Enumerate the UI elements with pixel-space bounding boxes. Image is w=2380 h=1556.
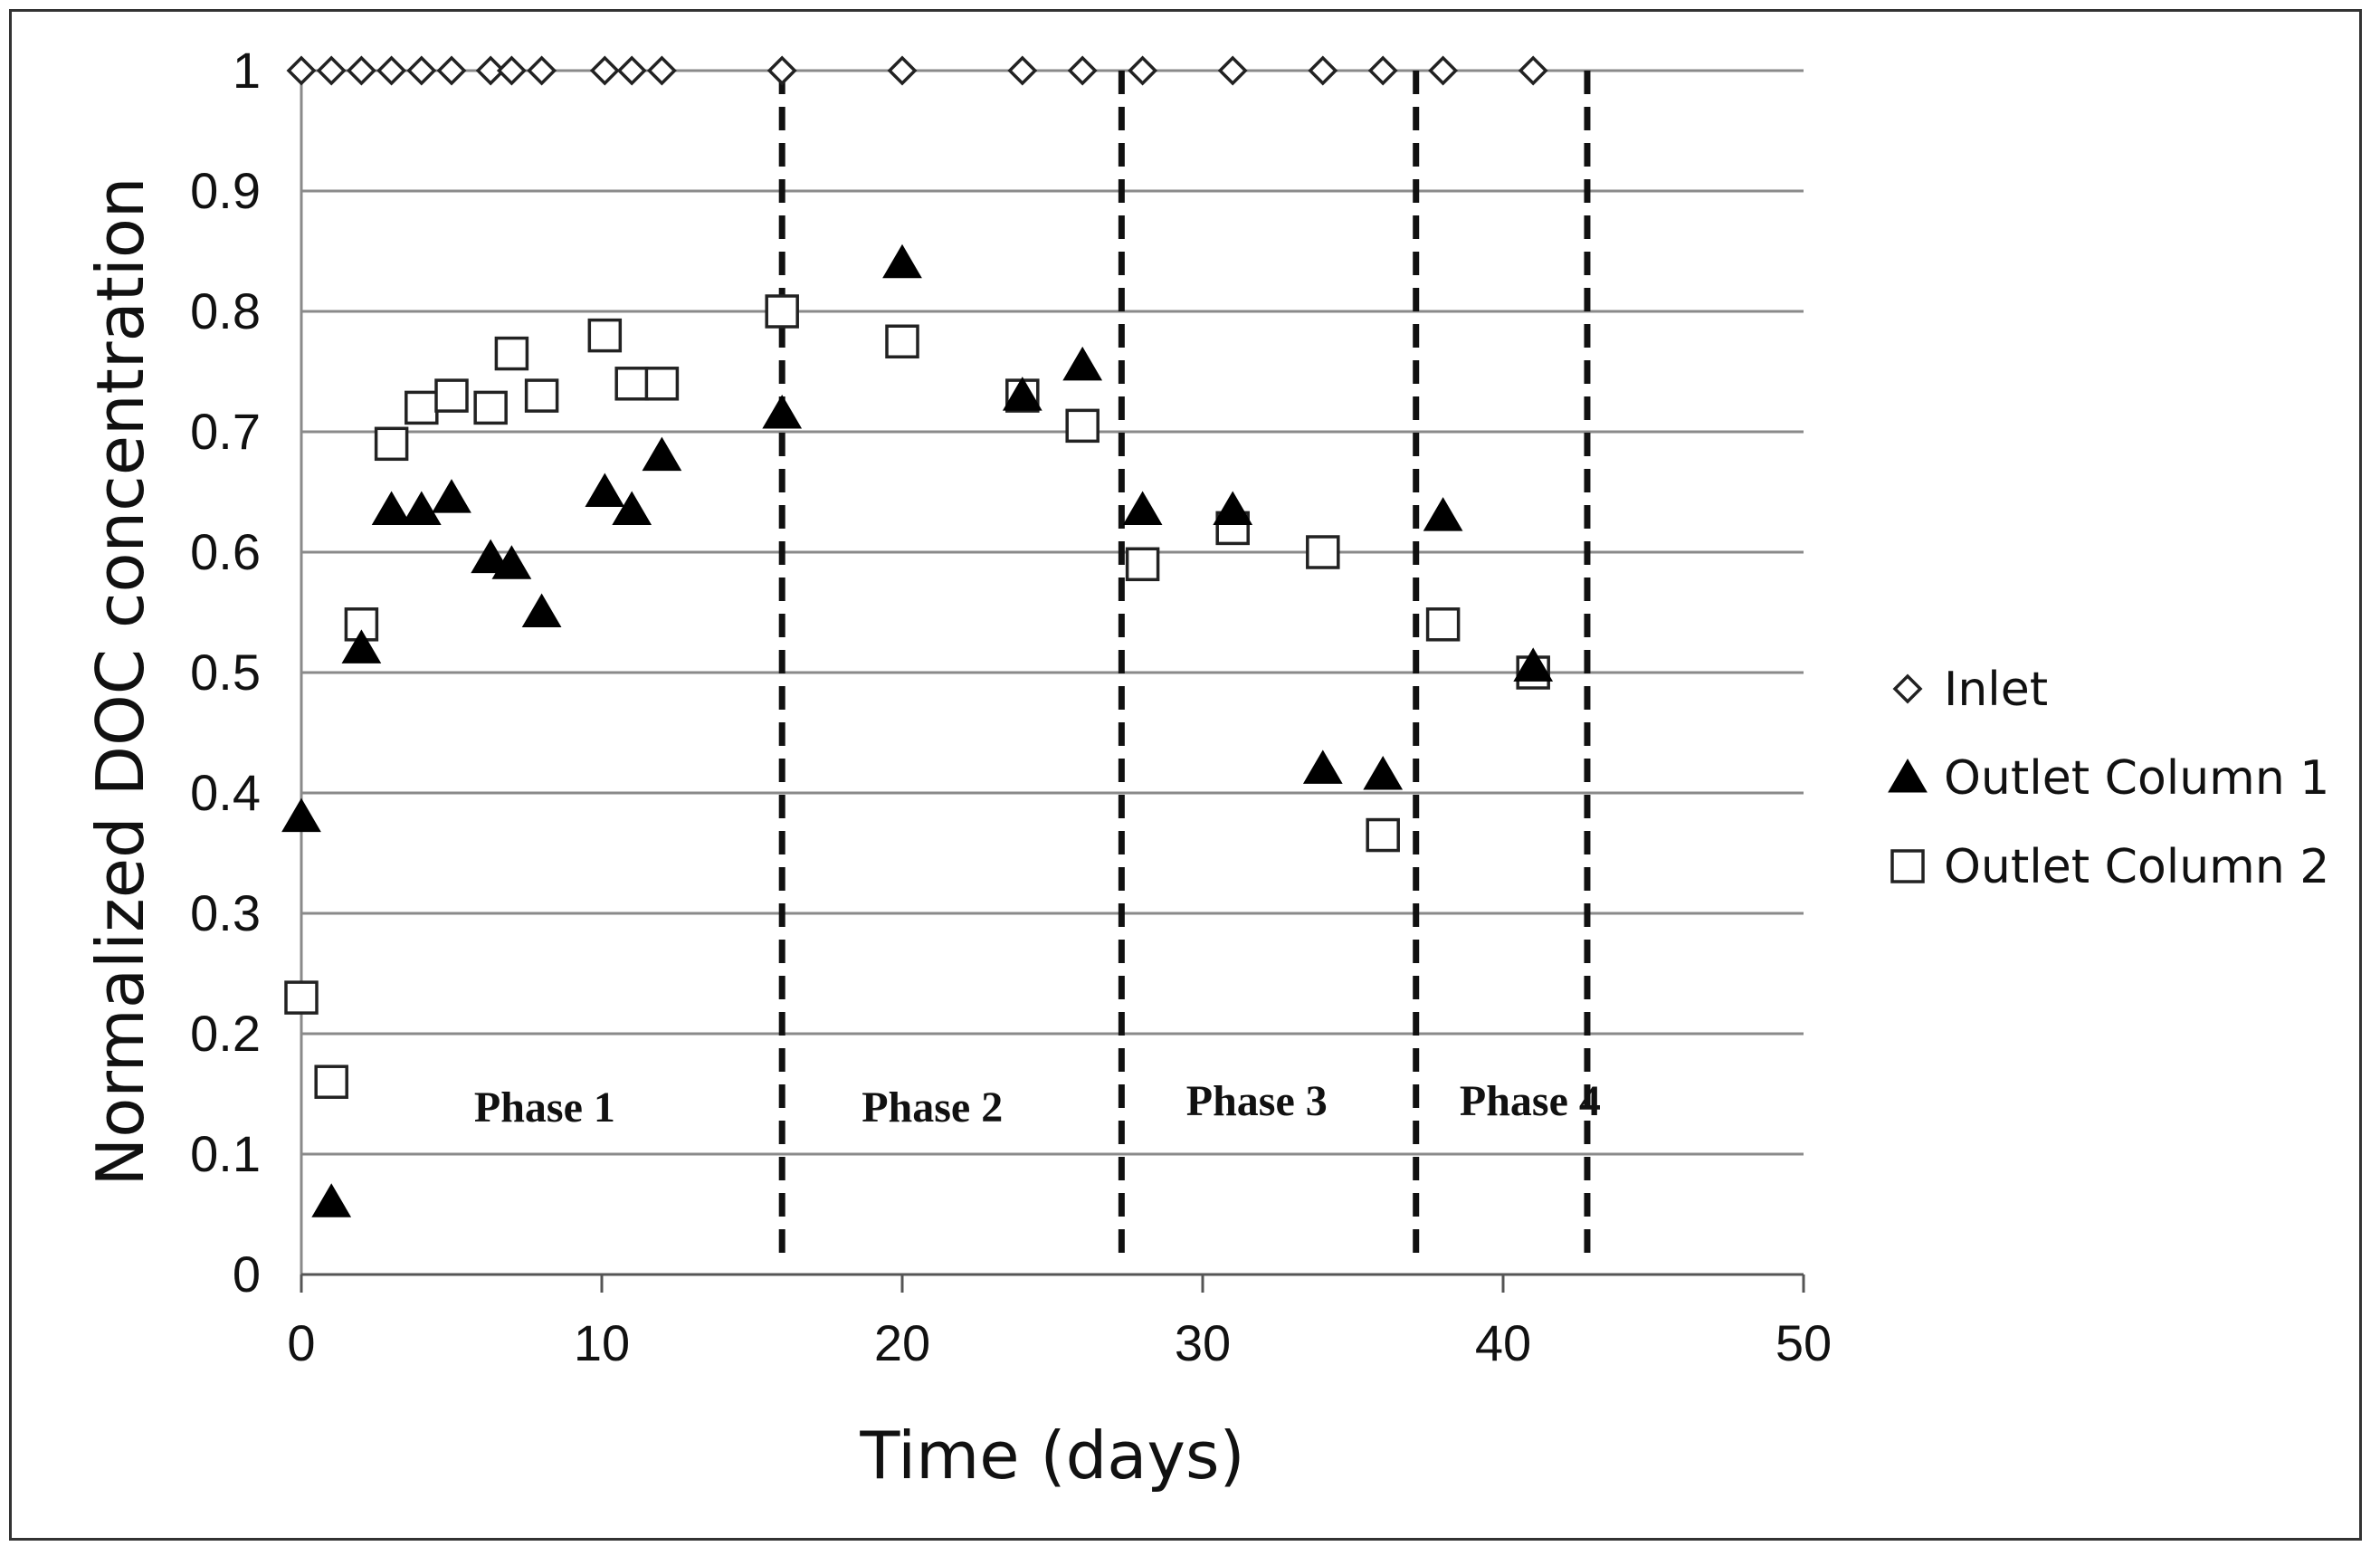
outlet-column-1-point: [341, 629, 382, 663]
chart-frame: 0 0.1 0.2 0.3 0.4 0.5 0.6 0.7 0.8 0.9 1 0 10 20 30 40 50…: [9, 9, 2362, 1541]
outlet-column-1-point: [882, 243, 922, 279]
scatter-chart: 00.10.20.30.40.50.60.70.80.910 10 20 30 40 50…: [82, 42, 2329, 1494]
outlet-column-1-point: [1363, 756, 1404, 790]
outlet-column-2-point: [1306, 535, 1340, 569]
outlet-column-1-point: [432, 479, 471, 513]
outlet-column-2-point: [885, 324, 919, 358]
legend: Inlet Outlet Column 1 Outlet Column 2: [1888, 663, 2329, 894]
outlet-column-2-point: [284, 980, 319, 1015]
inlet-point: [1367, 55, 1398, 86]
inlet-point: [589, 55, 620, 86]
y-tick-label: 0.8: [190, 282, 261, 339]
inlet-point: [376, 55, 407, 86]
outlet-column-2-point: [434, 378, 469, 413]
outlet-column-1-point: [281, 797, 321, 833]
inlet-point: [1217, 55, 1248, 86]
inlet-point: [1308, 55, 1338, 86]
outlet-column-1-point: [1213, 491, 1253, 525]
phase-label: Phase 3: [1186, 1077, 1328, 1125]
phase-layer: Phase 1 Phase 2 Phase 3 Phase 4: [474, 71, 1601, 1261]
legend-label: Outlet Column 1: [1944, 751, 2329, 806]
phase-label: Phase 4: [1460, 1077, 1601, 1125]
inlet-point: [646, 55, 677, 86]
y-tick-label: 0.3: [190, 884, 261, 941]
inlet-point: [1428, 55, 1459, 86]
y-tick-label: 1: [233, 42, 261, 99]
label-layer: Time (days) Normalized DOC concentration: [82, 177, 1245, 1494]
outlet-column-2-point: [524, 378, 559, 413]
outlet-column-1-point: [1423, 497, 1463, 531]
inlet-point: [286, 55, 317, 86]
y-tick-label: 0.4: [190, 764, 261, 821]
phase-label: Phase 1: [474, 1083, 615, 1131]
y-tick-label: 0.9: [190, 162, 261, 219]
outlet-column-2-point: [374, 426, 409, 462]
inlet-point: [527, 55, 557, 86]
inlet-point: [1128, 55, 1158, 86]
y-tick-label: 0: [233, 1246, 261, 1303]
legend-label: Outlet Column 2: [1944, 840, 2329, 894]
y-axis-title: Normalized DOC concentration: [82, 177, 158, 1186]
legend-inlet-marker: [1892, 673, 1923, 704]
outlet-column-2-point: [1366, 817, 1400, 853]
x-tick-label: 0: [287, 1314, 315, 1371]
outlet-column-1-point: [612, 491, 652, 525]
outlet-column-2-point: [1125, 547, 1160, 582]
x-tick-label: 40: [1475, 1314, 1531, 1371]
inlet-point: [1518, 55, 1548, 86]
outlet-column-2-point: [614, 367, 649, 401]
x-axis-title: Time (days): [859, 1418, 1244, 1494]
legend-outlet-column-2-marker: [1890, 849, 1925, 883]
outlet-column-1-point: [1122, 491, 1163, 525]
inlet-point: [616, 55, 647, 86]
y-tick-label: 0.1: [190, 1125, 261, 1182]
inlet-point: [1067, 55, 1098, 86]
outlet-column-2-point: [473, 390, 508, 425]
outlet-column-2-point: [405, 390, 439, 425]
x-tick-label: 50: [1775, 1314, 1832, 1371]
y-tick-label: 0.2: [190, 1005, 261, 1062]
outlet-column-2-point: [765, 294, 799, 329]
y-tick-label: 0.6: [190, 523, 261, 580]
outlet-column-1-point: [585, 473, 625, 507]
outlet-column-1-point: [521, 593, 562, 627]
outlet-column-1-point: [1062, 346, 1103, 381]
inlet-point: [887, 55, 918, 86]
y-tick-label: 0.5: [190, 644, 261, 701]
outlet-column-2-point: [1425, 607, 1461, 642]
outlet-column-2-point: [494, 336, 529, 371]
legend-outlet-column-1-marker: [1888, 759, 1928, 793]
outlet-column-2-point: [1065, 408, 1100, 444]
outlet-column-2-point: [587, 318, 623, 353]
outlet-column-1-point: [491, 545, 532, 579]
outlet-column-1-point: [401, 491, 442, 525]
inlet-point: [316, 55, 347, 86]
outlet-column-1-point: [371, 491, 412, 525]
legend-label: Inlet: [1944, 663, 2048, 717]
outlet-column-1-point: [642, 436, 682, 472]
outlet-column-1-point: [471, 539, 511, 574]
outlet-column-2-point: [644, 367, 680, 401]
outlet-column-1-point: [762, 395, 803, 429]
x-tick-label: 20: [874, 1314, 930, 1371]
outlet-column-1-point: [1002, 377, 1042, 411]
inlet-point: [496, 55, 527, 86]
inlet-point: [346, 55, 376, 86]
outlet-column-1-point: [1302, 749, 1343, 784]
axis-layer: 00.10.20.30.40.50.60.70.80.910 10 20 30 40 50: [190, 42, 1832, 1371]
outlet-column-1-point: [1513, 647, 1554, 682]
phase-label: Phase 2: [862, 1083, 1003, 1131]
inlet-point: [1007, 55, 1038, 86]
inlet-point: [475, 55, 506, 86]
y-tick-label: 0.7: [190, 403, 261, 460]
outlet-column-2-point: [314, 1064, 348, 1099]
grid-layer: [301, 69, 1804, 1156]
marker-layer: [281, 55, 1554, 1217]
inlet-point: [436, 55, 467, 86]
x-tick-label: 10: [574, 1314, 630, 1371]
x-tick-label: 30: [1175, 1314, 1231, 1371]
inlet-point: [406, 55, 437, 86]
inlet-point: [766, 55, 797, 86]
outlet-column-1-point: [311, 1183, 352, 1217]
